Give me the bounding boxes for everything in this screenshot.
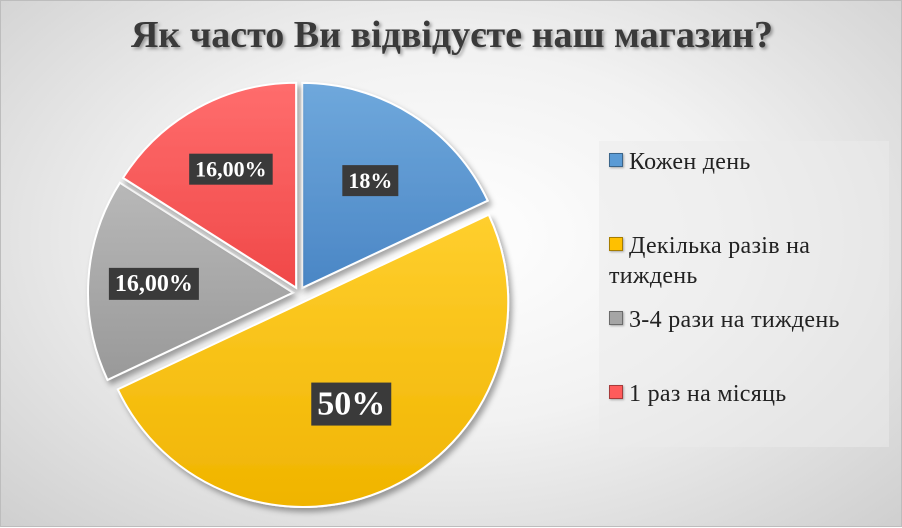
data-label-box bbox=[311, 382, 392, 426]
data-label-text: 50% bbox=[317, 386, 385, 423]
legend-swatch bbox=[609, 385, 623, 399]
legend-label: 3-4 рази на тиждень bbox=[629, 307, 840, 333]
data-label-box bbox=[342, 165, 399, 197]
legend-swatch bbox=[609, 311, 623, 325]
data-label-box bbox=[189, 153, 273, 185]
legend-swatch bbox=[609, 237, 623, 251]
data-label-once-month: 16,00% bbox=[189, 153, 273, 185]
slice-once-month bbox=[121, 81, 298, 290]
legend-label: Кожен день bbox=[629, 149, 751, 175]
legend-item-every-day: Кожен день bbox=[609, 147, 881, 177]
data-label-box bbox=[108, 267, 199, 300]
legend-swatch bbox=[609, 153, 623, 167]
data-label-several-times-week: 50% bbox=[311, 382, 392, 426]
legend-item-3-4-times-week: 3-4 рази на тиждень bbox=[609, 305, 881, 335]
data-label-text: 16,00% bbox=[195, 157, 267, 182]
slice-several-times-week bbox=[116, 213, 510, 508]
data-label-every-day: 18% bbox=[342, 165, 399, 197]
data-label-text: 18% bbox=[348, 168, 392, 193]
data-label-text: 16,00% bbox=[115, 271, 193, 297]
legend-label: Декілька разів на тиждень bbox=[609, 233, 811, 289]
legend-item-once-month: 1 раз на місяць bbox=[609, 379, 881, 409]
legend-item-several-times-week: Декілька разів на тиждень bbox=[609, 231, 881, 291]
legend: Кожен день Декілька разів на тиждень 3-4… bbox=[599, 141, 889, 447]
data-label-3-4-times-week: 16,00% bbox=[108, 267, 199, 300]
chart-title: Як часто Ви відвідуєте наш магазин? bbox=[130, 14, 773, 56]
legend-label: 1 раз на місяць bbox=[629, 381, 787, 407]
